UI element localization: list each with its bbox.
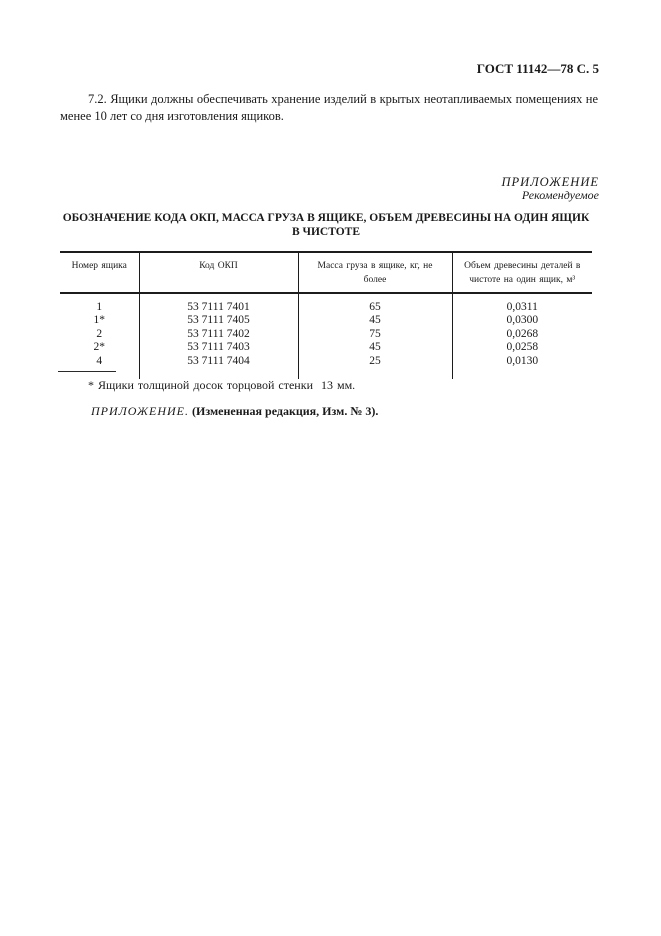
amendment-line: ПРИЛОЖЕНИЕ. (Измененная редакция, Изм. №… <box>91 404 378 419</box>
cell-okp-code: 53 7111 7402 <box>139 327 299 342</box>
table-title-line2: В ЧИСТОТЕ <box>291 226 361 239</box>
cell-cargo-mass: 65 <box>298 292 453 315</box>
amendment-appendix-label: ПРИЛОЖЕНИЕ. <box>91 404 189 418</box>
table-row: 1* 53 7111 7405 45 0,0300 <box>60 314 592 328</box>
data-table: Номер ящика Код ОКП Масса груза в ящике,… <box>60 251 592 379</box>
table-row: 2* 53 7111 7403 45 0,0258 <box>60 341 592 355</box>
paragraph-7-2: 7.2. Ящики должны обеспечивать хранение … <box>60 92 598 123</box>
appendix-sublabel: Рекомендуемое <box>521 188 599 203</box>
cell-okp-code: 53 7111 7403 <box>139 341 299 355</box>
cell-box-number: 2* <box>60 341 140 355</box>
table-row: 2 53 7111 7402 75 0,0268 <box>60 327 592 342</box>
cell-box-number: 2 <box>60 327 140 342</box>
column-header-cargo-mass: Масса груза в ящике, кг, не более <box>298 252 453 294</box>
column-header-wood-volume: Объем древесины деталей в чистоте на оди… <box>452 252 592 294</box>
cell-cargo-mass: 25 <box>298 354 453 379</box>
cell-okp-code: 53 7111 7401 <box>139 292 299 315</box>
cell-cargo-mass: 75 <box>298 327 453 342</box>
table-title: ОБОЗНАЧЕНИЕ КОДА ОКП, МАССА ГРУЗА В ЯЩИК… <box>60 211 592 240</box>
cell-cargo-mass: 45 <box>298 341 453 355</box>
cell-wood-volume: 0,0311 <box>506 300 538 313</box>
cell-wood-volume: 0,0268 <box>506 327 539 340</box>
column-header-okp-code: Код ОКП <box>139 252 299 294</box>
cell-box-number: 4 <box>60 354 140 379</box>
footnote-text: * Ящики толщиной досок торцовой стенки 1… <box>88 378 356 392</box>
table-body: 1 53 7111 7401 65 0,0311 1* 53 7111 7405… <box>60 292 592 379</box>
cell-wood-volume: 0,0258 <box>506 341 539 354</box>
table-header-row: Номер ящика Код ОКП Масса груза в ящике,… <box>60 252 592 294</box>
page-header-standard-number: ГОСТ 11142—78 С. 5 <box>476 61 599 76</box>
appendix-block: ПРИЛОЖЕНИЕ Рекомендуемое <box>502 175 599 203</box>
cell-box-number: 1* <box>60 314 140 328</box>
table-title-line1: ОБОЗНАЧЕНИЕ КОДА ОКП, МАССА ГРУЗА В ЯЩИК… <box>62 212 590 224</box>
cell-okp-code: 53 7111 7405 <box>139 314 299 328</box>
cell-wood-volume: 0,0300 <box>506 314 539 327</box>
cell-cargo-mass: 45 <box>298 314 453 328</box>
footnote-divider <box>58 371 116 372</box>
table-header: Номер ящика Код ОКП Масса груза в ящике,… <box>60 252 592 294</box>
cell-wood-volume: 0,0130 <box>506 354 539 367</box>
cell-box-number: 1 <box>60 292 140 315</box>
table-row: 4 53 7111 7404 25 0,0130 <box>60 354 592 379</box>
column-header-box-number: Номер ящика <box>60 252 140 294</box>
cell-okp-code: 53 7111 7404 <box>139 354 299 379</box>
amendment-revision-note: (Измененная редакция, Изм. № 3). <box>191 404 379 418</box>
table-row: 1 53 7111 7401 65 0,0311 <box>60 292 592 315</box>
appendix-label: ПРИЛОЖЕНИЕ <box>501 175 599 189</box>
